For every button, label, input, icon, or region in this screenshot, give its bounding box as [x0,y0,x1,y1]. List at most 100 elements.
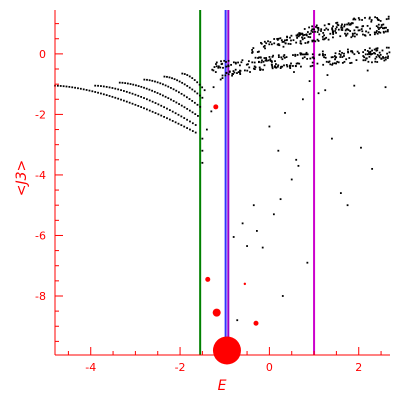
data-point [145,108,148,111]
y-tick-label: -2 [35,108,46,121]
data-point [183,117,186,119]
data-point [247,60,250,63]
data-point [351,35,354,37]
data-point [331,63,334,66]
data-point [203,89,206,92]
data-point [345,58,348,61]
data-point [163,106,166,109]
data-point [301,36,303,39]
data-point [296,62,299,65]
data-point [296,37,299,39]
data-point [151,100,154,103]
data-point [234,68,237,71]
data-point [300,65,302,68]
data-point [340,25,343,27]
data-point [311,64,314,67]
data-point [260,41,262,44]
data-point [363,56,366,59]
data-point [341,29,344,31]
data-point [362,55,365,57]
data-point [159,82,162,85]
data-point [356,50,359,53]
data-point [374,57,377,60]
data-point [120,89,122,92]
data-point [191,122,194,125]
data-point [309,65,312,68]
data-point [363,34,366,36]
data-point [313,28,315,31]
data-point [368,16,371,19]
data-point [258,60,260,63]
data-point [347,48,349,51]
data-point [191,111,194,114]
data-point [334,56,337,59]
data-point [366,50,369,52]
data-point [173,78,176,81]
data-point [191,99,194,102]
data-point [375,47,378,50]
data-point [188,109,191,112]
data-point [246,69,249,72]
data-point [305,33,308,36]
data-point [338,50,341,53]
data-point [334,58,336,61]
data-point [327,28,329,31]
data-point [194,113,197,115]
data-point [284,39,286,42]
data-point [348,57,351,59]
data-point [201,137,204,140]
data-point [377,19,380,21]
data-point [358,18,361,21]
data-point [327,38,330,41]
data-point [365,57,368,60]
data-point [114,87,117,90]
data-point [143,107,145,110]
data-point [343,52,345,55]
data-point [332,25,334,28]
data-point [219,66,222,69]
data-point [375,56,378,58]
data-point [219,78,222,81]
data-point [167,97,170,100]
highlight-point [205,276,211,282]
data-point [279,37,282,40]
data-point [180,124,183,127]
data-point [382,56,384,58]
data-point [254,56,257,59]
data-point [239,64,241,67]
data-point [159,93,162,96]
data-point [269,41,272,43]
data-point [253,68,256,71]
data-point [323,29,326,31]
y-tick-label: 0 [39,48,46,61]
data-point [315,24,318,27]
data-point [283,56,286,59]
data-point [134,93,137,96]
data-point [303,56,306,59]
data-point [386,30,389,33]
data-point [333,62,336,65]
data-point [369,33,372,36]
data-point [289,67,292,70]
data-point [88,89,91,92]
data-point [105,94,108,97]
data-point [383,59,386,62]
data-point [325,27,328,30]
data-point [332,62,334,65]
data-point [335,26,338,29]
data-point [349,62,352,64]
data-point [181,81,184,84]
data-point [282,40,285,43]
data-point [193,90,196,93]
data-point [241,222,244,225]
data-point [323,56,325,59]
data-point [362,25,365,27]
data-point [367,60,370,63]
data-point [364,16,366,19]
data-point [305,51,308,54]
data-point [371,61,373,64]
data-point [287,42,290,45]
data-point [343,25,346,28]
data-point [260,61,263,64]
data-point [279,67,282,69]
